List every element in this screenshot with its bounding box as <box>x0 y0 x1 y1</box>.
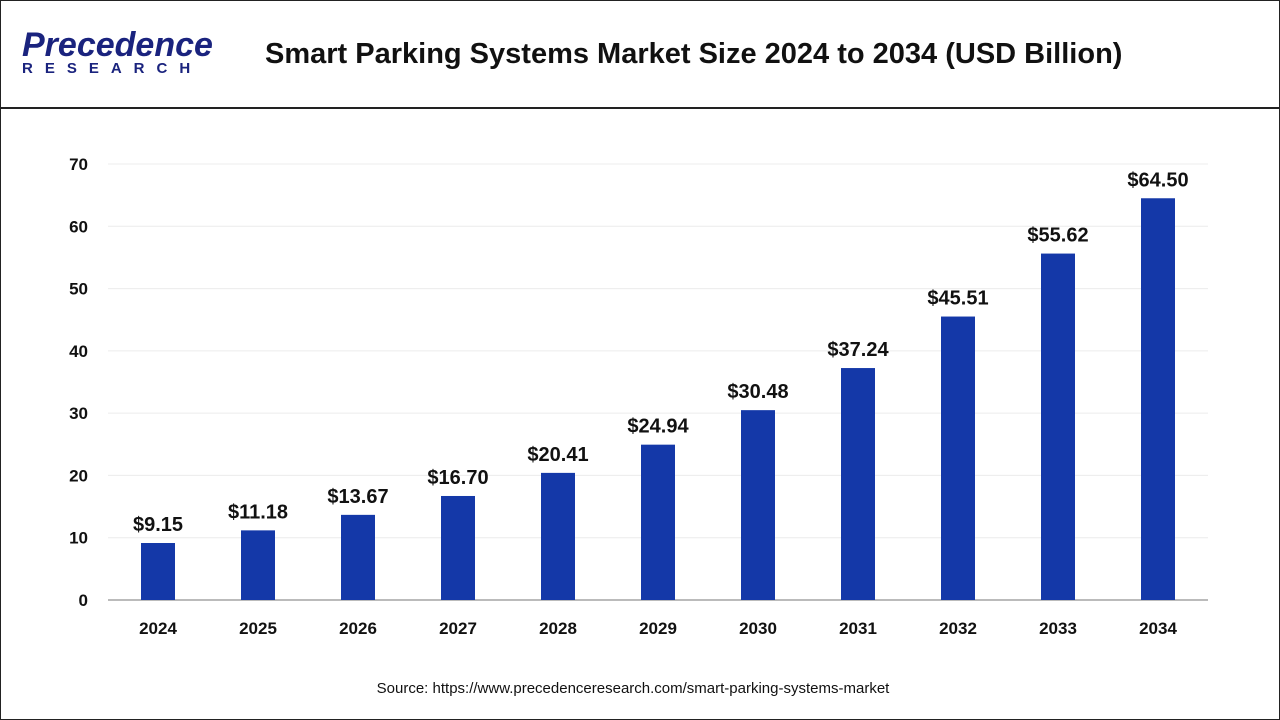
bar <box>941 316 975 600</box>
x-tick-label: 2033 <box>1039 619 1077 638</box>
source-text: Source: https://www.precedenceresearch.c… <box>376 680 890 697</box>
data-label: $30.48 <box>727 381 788 403</box>
x-tick-label: 2028 <box>539 619 577 638</box>
data-label: $20.41 <box>527 444 588 466</box>
y-tick-label: 40 <box>69 342 88 361</box>
y-tick-label: 20 <box>69 466 88 485</box>
chart-title: Smart Parking Systems Market Size 2024 t… <box>265 38 1123 70</box>
data-label: $13.67 <box>327 486 388 508</box>
y-tick-label: 0 <box>79 591 88 610</box>
x-tick-label: 2031 <box>839 619 877 638</box>
x-tick-label: 2029 <box>639 619 677 638</box>
bar <box>641 444 675 600</box>
data-label: $24.94 <box>627 416 689 438</box>
logo-main: Precedence <box>22 26 213 64</box>
bar <box>441 495 475 600</box>
bar <box>741 410 775 600</box>
bar <box>1141 198 1175 600</box>
data-label: $16.70 <box>427 467 488 489</box>
x-tick-label: 2032 <box>939 619 977 638</box>
header: Precedence RESEARCH Smart Parking System… <box>0 0 1280 109</box>
y-tick-label: 70 <box>69 155 88 174</box>
data-label: $64.50 <box>1127 169 1188 191</box>
x-tick-label: 2027 <box>439 619 477 638</box>
data-label: $55.62 <box>1027 225 1088 247</box>
logo: Precedence RESEARCH <box>22 28 213 77</box>
x-tick-label: 2030 <box>739 619 777 638</box>
y-tick-label: 30 <box>69 404 88 423</box>
y-tick-label: 10 <box>69 529 88 548</box>
data-label: $9.15 <box>133 514 183 536</box>
logo-sub: RESEARCH <box>22 60 203 77</box>
bar <box>1041 253 1075 600</box>
data-label: $11.18 <box>228 501 288 523</box>
x-tick-label: 2026 <box>339 619 377 638</box>
bar <box>841 368 875 600</box>
x-tick-label: 2034 <box>1139 619 1177 638</box>
x-tick-label: 2024 <box>139 619 177 638</box>
data-label: $45.51 <box>927 288 988 310</box>
y-tick-label: 60 <box>69 217 88 236</box>
bar <box>141 543 175 600</box>
y-tick-label: 50 <box>69 280 88 299</box>
x-tick-label: 2025 <box>239 619 277 638</box>
bar <box>341 514 375 600</box>
data-label: $37.24 <box>827 339 889 361</box>
bar <box>241 530 275 600</box>
bar <box>541 472 575 600</box>
